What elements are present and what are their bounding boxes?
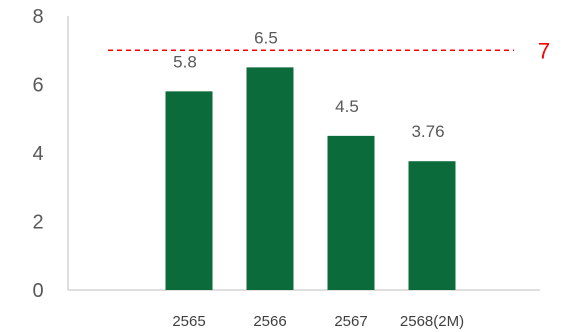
target-line-label: 7 [538,38,550,63]
data-label: 5.8 [173,52,197,71]
bar [165,91,213,290]
x-tick-label: 2566 [253,313,286,330]
x-tick-label: 2567 [334,313,367,330]
y-tick-label: 4 [32,143,43,165]
y-tick-label: 2 [32,212,43,234]
target-line-group: 7 [108,38,550,63]
x-tick-label: 2568(2M) [400,313,464,330]
x-tick-label: 2565 [172,313,205,330]
bar [246,67,294,290]
data-label: 3.76 [411,122,444,141]
data-label: 4.5 [335,97,359,116]
y-tick-label: 0 [32,280,43,302]
y-axis: 0 2 4 6 8 [32,6,69,302]
bars [165,67,456,290]
bar [327,135,375,290]
bar [408,161,456,290]
data-label: 6.5 [254,28,278,47]
y-tick-label: 6 [32,75,43,97]
data-labels: 5.8 6.5 4.5 3.76 [173,28,444,141]
x-axis: 2565 2566 2567 2568(2M) [68,289,540,330]
y-tick-label: 8 [32,6,43,28]
